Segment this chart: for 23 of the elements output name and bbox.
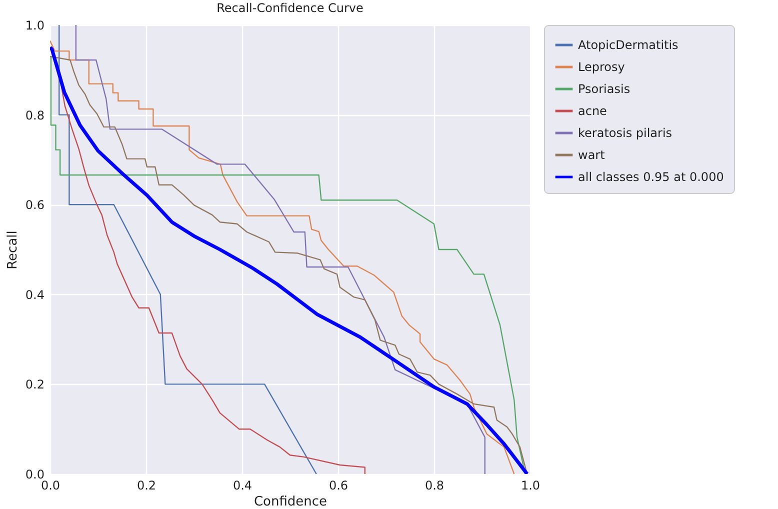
x-tick-label: 0.8: [424, 478, 444, 492]
x-tick-label: 0.2: [136, 478, 156, 492]
y-tick-label: 1.0: [25, 18, 44, 32]
legend-label: Psoriasis: [578, 82, 630, 96]
y-tick-label: 0.0: [25, 468, 44, 482]
y-tick-label: 0.8: [25, 108, 44, 122]
x-tick-label: 0.6: [328, 478, 348, 492]
y-axis-title: Recall: [5, 230, 20, 270]
legend-label: wart: [578, 148, 606, 162]
y-tick-label: 0.6: [25, 198, 44, 212]
line-series: [58, 25, 317, 474]
legend-label: AtopicDermatitis: [578, 38, 678, 52]
legend-label: acne: [578, 104, 607, 118]
chart-title: Recall-Confidence Curve: [216, 1, 364, 15]
x-axis-title: Confidence: [254, 494, 328, 509]
x-tick-label: 0.0: [40, 478, 60, 492]
legend-label: Leprosy: [578, 60, 625, 74]
y-tick-label: 0.2: [25, 378, 44, 392]
legend-label: all classes 0.95 at 0.000: [578, 170, 724, 184]
y-tick-label: 0.4: [25, 288, 44, 302]
x-tick-label: 1.0: [520, 478, 540, 492]
legend-label: keratosis pilaris: [578, 126, 672, 140]
x-tick-label: 0.4: [232, 478, 252, 492]
